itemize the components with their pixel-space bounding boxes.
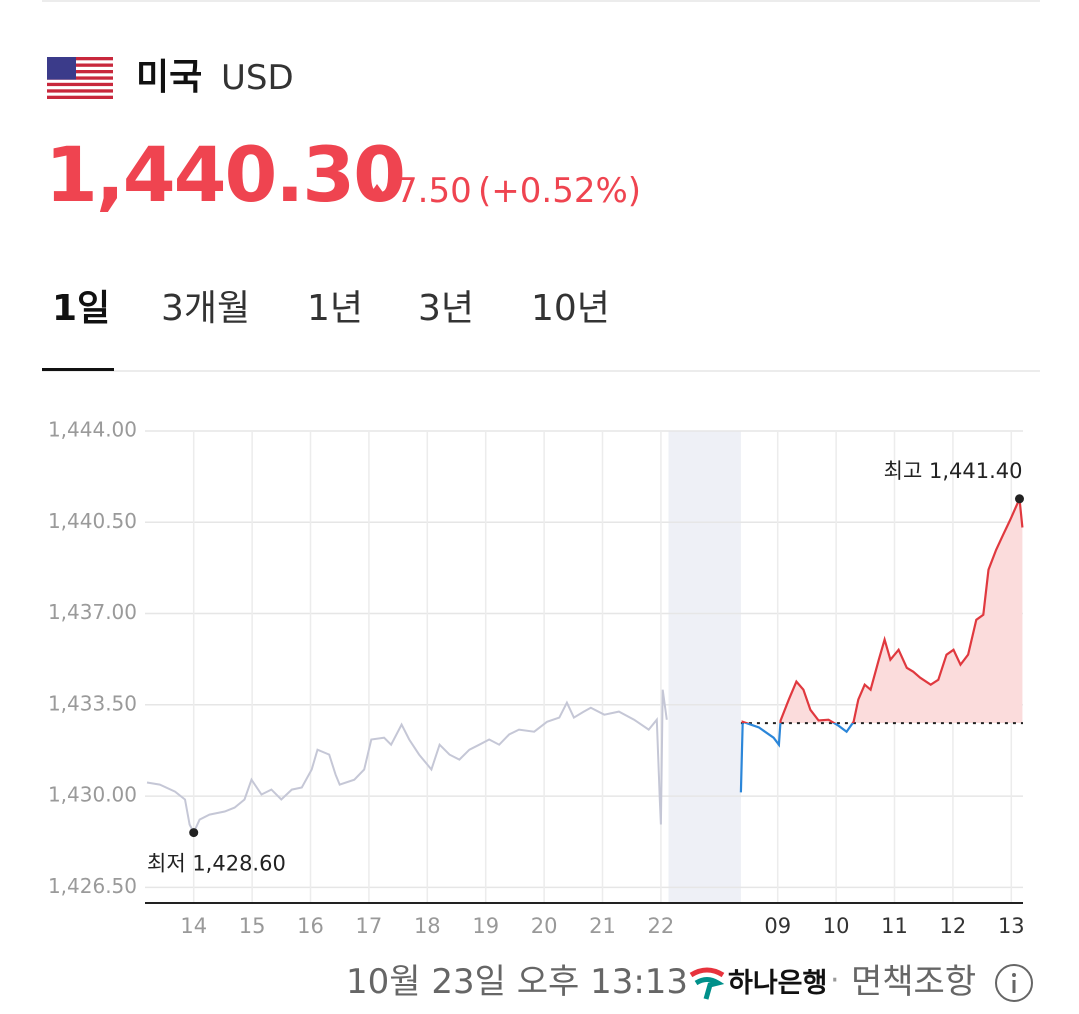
y-tick-label: 1,430.00 [48,783,137,807]
extreme-point [189,828,199,838]
change: 7.50 [396,171,472,211]
active-tab-indicator [42,368,114,371]
x-tick-label: 15 [239,914,266,938]
x-tick-label: 11 [881,914,908,938]
info-icon[interactable] [994,963,1034,1003]
x-tick-label: 19 [472,914,499,938]
x-tick-label: 17 [356,914,383,938]
disclaimer-link[interactable]: 면책조항 [851,962,977,1002]
price-line [146,689,668,835]
country-name: 미국 [136,57,203,98]
tab[interactable]: 3개월 [161,288,251,329]
x-tick-label: 14 [180,914,207,938]
x-tick-label: 22 [648,914,675,938]
y-tick-label: 1,433.50 [48,691,137,715]
extreme-label: 최저 1,428.60 [147,852,286,876]
tab[interactable]: 1일 [52,288,111,329]
up-arrow [367,184,387,198]
chart: 1,426.50 1,430.00 1,433.50 1,437.00 1,440.50… [48,418,1025,939]
bank-name: 하나은행 [728,968,828,999]
tab-divider [42,370,1040,372]
bank-logo [689,967,725,1000]
top-divider [42,0,1040,2]
y-tick-label: 1,437.00 [48,600,137,624]
separator: · [830,963,840,998]
timestamp: 10월 23일 오후 13:13 [346,962,689,1002]
price: 1,440.30 [45,130,406,219]
night-icon [717,916,727,936]
y-tick-label: 1,426.50 [48,874,137,898]
extreme-point [1014,494,1024,504]
us-flag [47,57,113,99]
x-tick-label: 10 [823,914,850,938]
y-tick-label: 1,444.00 [48,418,137,442]
extreme-label: 최고 1,441.40 [884,459,1023,483]
area-fill [740,498,1023,724]
x-tick-label: 09 [764,914,791,938]
price-line-up [741,494,1024,724]
x-tick-label: 13 [998,914,1025,938]
x-tick-label: 18 [414,914,441,938]
y-tick-label: 1,440.50 [48,509,137,533]
tab[interactable]: 1년 [307,288,364,329]
x-tick-label: 16 [297,914,324,938]
x-tick-label: 12 [940,914,967,938]
x-tick-label: 21 [589,914,616,938]
tab[interactable]: 10년 [531,288,610,329]
change-percent: (+0.52%) [478,171,642,211]
closed-market-band [668,431,741,903]
tab[interactable]: 3년 [418,288,475,329]
currency-code: USD [221,58,294,98]
x-tick-label: 20 [531,914,558,938]
